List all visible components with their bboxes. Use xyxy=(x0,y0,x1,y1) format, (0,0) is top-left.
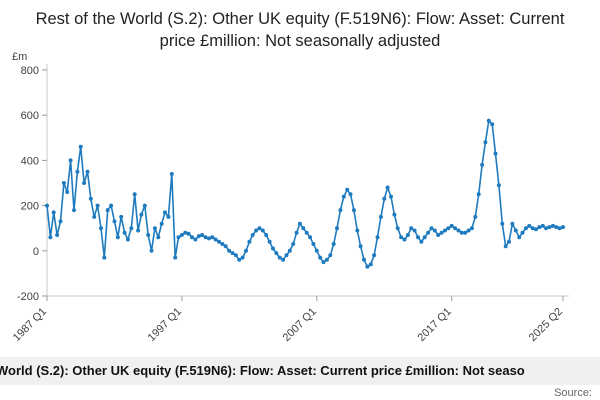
svg-text:600: 600 xyxy=(21,110,39,122)
svg-text:2025 Q2: 2025 Q2 xyxy=(527,306,565,344)
svg-text:£m: £m xyxy=(12,51,27,63)
svg-text:-200: -200 xyxy=(17,291,39,303)
chart-footer-band: World (S.2): Other UK equity (F.519N6): … xyxy=(0,357,600,385)
svg-text:2007 Q1: 2007 Q1 xyxy=(281,306,319,344)
svg-text:2017 Q1: 2017 Q1 xyxy=(415,306,453,344)
svg-text:400: 400 xyxy=(21,155,39,167)
svg-text:1997 Q1: 1997 Q1 xyxy=(146,306,184,344)
svg-text:200: 200 xyxy=(21,201,39,213)
chart-footer-text: World (S.2): Other UK equity (F.519N6): … xyxy=(0,363,525,378)
chart-title: Rest of the World (S.2): Other UK equity… xyxy=(35,10,565,50)
svg-text:800: 800 xyxy=(21,65,39,77)
timeseries-line-chart: £m 800 600 400 200 0 -200 1987 Q1 1997 Q1 2007 Q1… xyxy=(11,51,569,344)
svg-text:1987 Q1: 1987 Q1 xyxy=(11,306,49,344)
svg-text:0: 0 xyxy=(33,246,39,258)
source-label: Source: xyxy=(554,387,592,399)
